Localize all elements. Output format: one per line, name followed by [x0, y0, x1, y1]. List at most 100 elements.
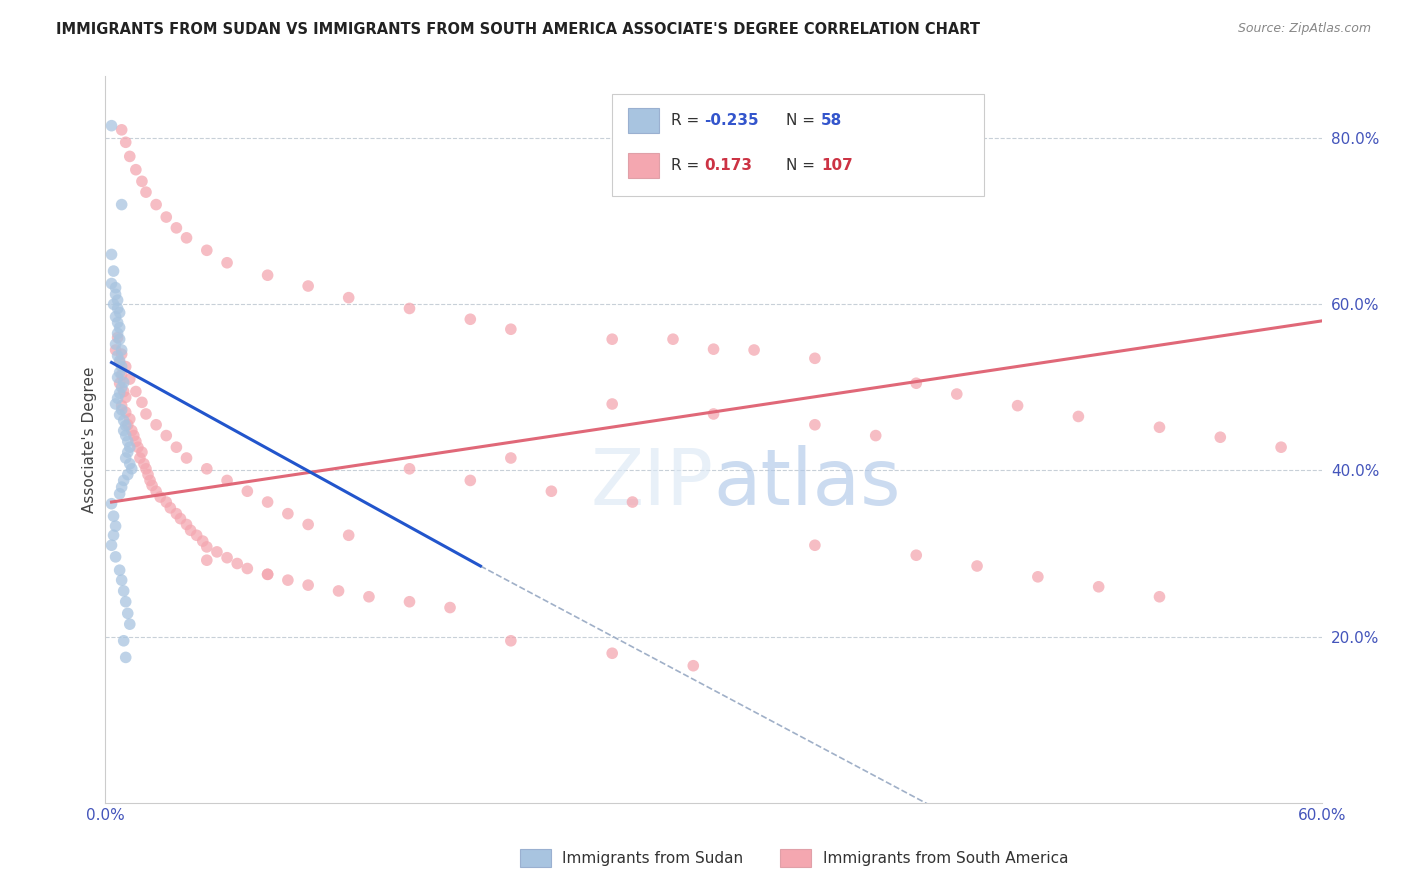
Point	[108, 487, 131, 501]
Point	[186, 528, 208, 542]
Text: Source: ZipAtlas.com: Source: ZipAtlas.com	[1237, 22, 1371, 36]
Point	[117, 607, 139, 621]
Point	[226, 557, 249, 571]
Point	[112, 414, 135, 428]
Point	[117, 445, 139, 459]
Point	[169, 511, 191, 525]
Point	[337, 291, 360, 305]
Point	[398, 301, 420, 316]
Point	[118, 149, 141, 163]
Point	[104, 343, 127, 357]
Point	[256, 268, 278, 283]
Point	[108, 563, 131, 577]
Point	[107, 370, 129, 384]
Point	[297, 279, 319, 293]
Text: Immigrants from South America: Immigrants from South America	[823, 851, 1069, 865]
Point	[600, 646, 623, 660]
Point	[114, 405, 136, 419]
Point	[100, 119, 122, 133]
Point	[114, 359, 136, 374]
Point	[104, 281, 127, 295]
Point	[118, 457, 141, 471]
Point	[103, 509, 125, 524]
Point	[165, 507, 187, 521]
Point	[108, 386, 131, 401]
Point	[682, 658, 704, 673]
Point	[114, 595, 136, 609]
Point	[328, 583, 350, 598]
Point	[131, 174, 153, 188]
Point	[905, 376, 928, 391]
Point	[297, 578, 319, 592]
Point	[277, 507, 299, 521]
Point	[114, 450, 136, 465]
Point	[118, 412, 141, 426]
Point	[107, 326, 129, 341]
Point	[256, 567, 278, 582]
Text: atlas: atlas	[713, 445, 901, 521]
Point	[905, 548, 928, 562]
Point	[108, 353, 131, 368]
Text: N =: N =	[786, 158, 820, 172]
Point	[108, 408, 131, 422]
Point	[111, 123, 134, 137]
Text: -0.235: -0.235	[704, 113, 759, 128]
Point	[458, 474, 481, 488]
Point	[195, 553, 218, 567]
Point	[1209, 430, 1232, 444]
Point	[117, 434, 139, 449]
Point	[136, 467, 159, 482]
Point	[804, 538, 827, 552]
Point	[145, 197, 167, 211]
Point	[1270, 440, 1292, 454]
Point	[458, 312, 481, 326]
Point	[107, 301, 129, 316]
Point	[1087, 580, 1109, 594]
Point	[180, 523, 202, 537]
Point	[804, 417, 827, 432]
Point	[176, 517, 198, 532]
Point	[118, 372, 141, 386]
Point	[125, 434, 148, 449]
Point	[195, 244, 218, 258]
Point	[337, 528, 360, 542]
Point	[165, 440, 187, 454]
Point	[439, 600, 461, 615]
Point	[114, 136, 136, 150]
Point	[155, 210, 177, 224]
Point	[112, 474, 135, 488]
Point	[236, 484, 259, 499]
Text: R =: R =	[671, 113, 704, 128]
Point	[100, 497, 122, 511]
Point	[145, 417, 167, 432]
Point	[112, 583, 135, 598]
Point	[165, 220, 187, 235]
Point	[217, 550, 239, 565]
Point	[742, 343, 765, 357]
Y-axis label: Associate's Degree: Associate's Degree	[82, 366, 97, 513]
Point	[236, 561, 259, 575]
Point	[107, 293, 129, 307]
Point	[131, 445, 153, 459]
Point	[107, 349, 129, 363]
Point	[499, 633, 522, 648]
Text: IMMIGRANTS FROM SUDAN VS IMMIGRANTS FROM SOUTH AMERICA ASSOCIATE'S DEGREE CORREL: IMMIGRANTS FROM SUDAN VS IMMIGRANTS FROM…	[56, 22, 980, 37]
Point	[111, 347, 134, 361]
Point	[104, 337, 127, 351]
Point	[108, 355, 131, 369]
Point	[256, 495, 278, 509]
Point	[159, 500, 181, 515]
Point	[112, 384, 135, 399]
Point	[131, 395, 153, 409]
Point	[1026, 570, 1049, 584]
Point	[127, 440, 149, 454]
Point	[217, 256, 239, 270]
Text: R =: R =	[671, 158, 704, 172]
Point	[111, 573, 134, 587]
Point	[135, 185, 157, 199]
Point	[121, 462, 143, 476]
Point	[195, 462, 218, 476]
Point	[108, 320, 131, 334]
Point	[141, 478, 163, 492]
Text: 58: 58	[821, 113, 842, 128]
